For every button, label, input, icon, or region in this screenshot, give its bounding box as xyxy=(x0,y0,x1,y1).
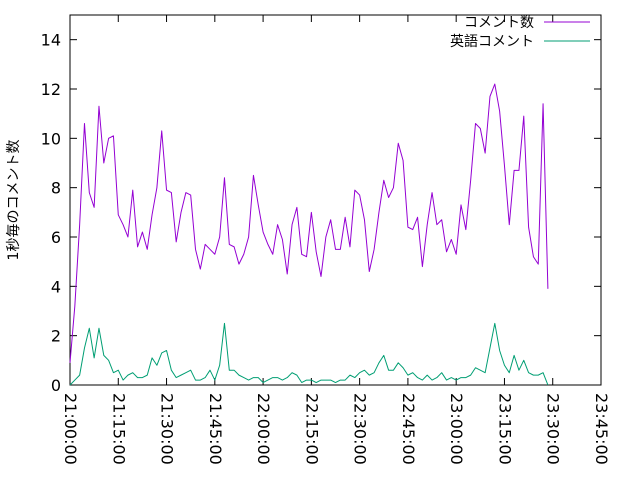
series-line-2 xyxy=(69,322,549,386)
x-tick-label: 23:30:00 xyxy=(544,393,563,465)
x-tick-label: 23:00:00 xyxy=(447,393,466,465)
series-line-1 xyxy=(69,83,549,363)
y-tick-label: 10 xyxy=(41,129,61,148)
plot-border xyxy=(69,14,602,386)
y-tick-label: 2 xyxy=(51,327,61,346)
x-tick-label: 21:00:00 xyxy=(61,393,80,465)
y-tick-label: 4 xyxy=(51,277,61,296)
legend-label: コメント数 xyxy=(464,15,534,31)
legend-label: 英語コメント xyxy=(450,33,534,50)
x-tick-label: 21:15:00 xyxy=(109,393,128,465)
series-lines xyxy=(69,83,549,386)
x-tick-label: 23:45:00 xyxy=(592,393,611,465)
x-tick-label: 22:30:00 xyxy=(351,393,370,465)
x-tick-label: 21:45:00 xyxy=(206,393,225,465)
axes: 0 2 4 6 8 10 12 14 21:00:00 21:15:00 21:30:00 21:45… xyxy=(41,14,611,465)
y-axis-label: 1秒毎のコメント数 xyxy=(6,140,22,261)
x-tick-label: 22:45:00 xyxy=(399,393,418,465)
y-tick-label: 0 xyxy=(51,376,61,395)
y-tick-label: 12 xyxy=(41,80,61,99)
y-tick-label: 8 xyxy=(51,179,61,198)
x-tick-label: 22:15:00 xyxy=(302,393,321,465)
x-tick-label: 22:00:00 xyxy=(254,393,273,465)
x-tick-label: 21:30:00 xyxy=(158,393,177,465)
y-tick-label: 6 xyxy=(51,228,61,247)
x-tick-label: 23:15:00 xyxy=(495,393,514,465)
y-tick-label: 14 xyxy=(41,31,61,50)
